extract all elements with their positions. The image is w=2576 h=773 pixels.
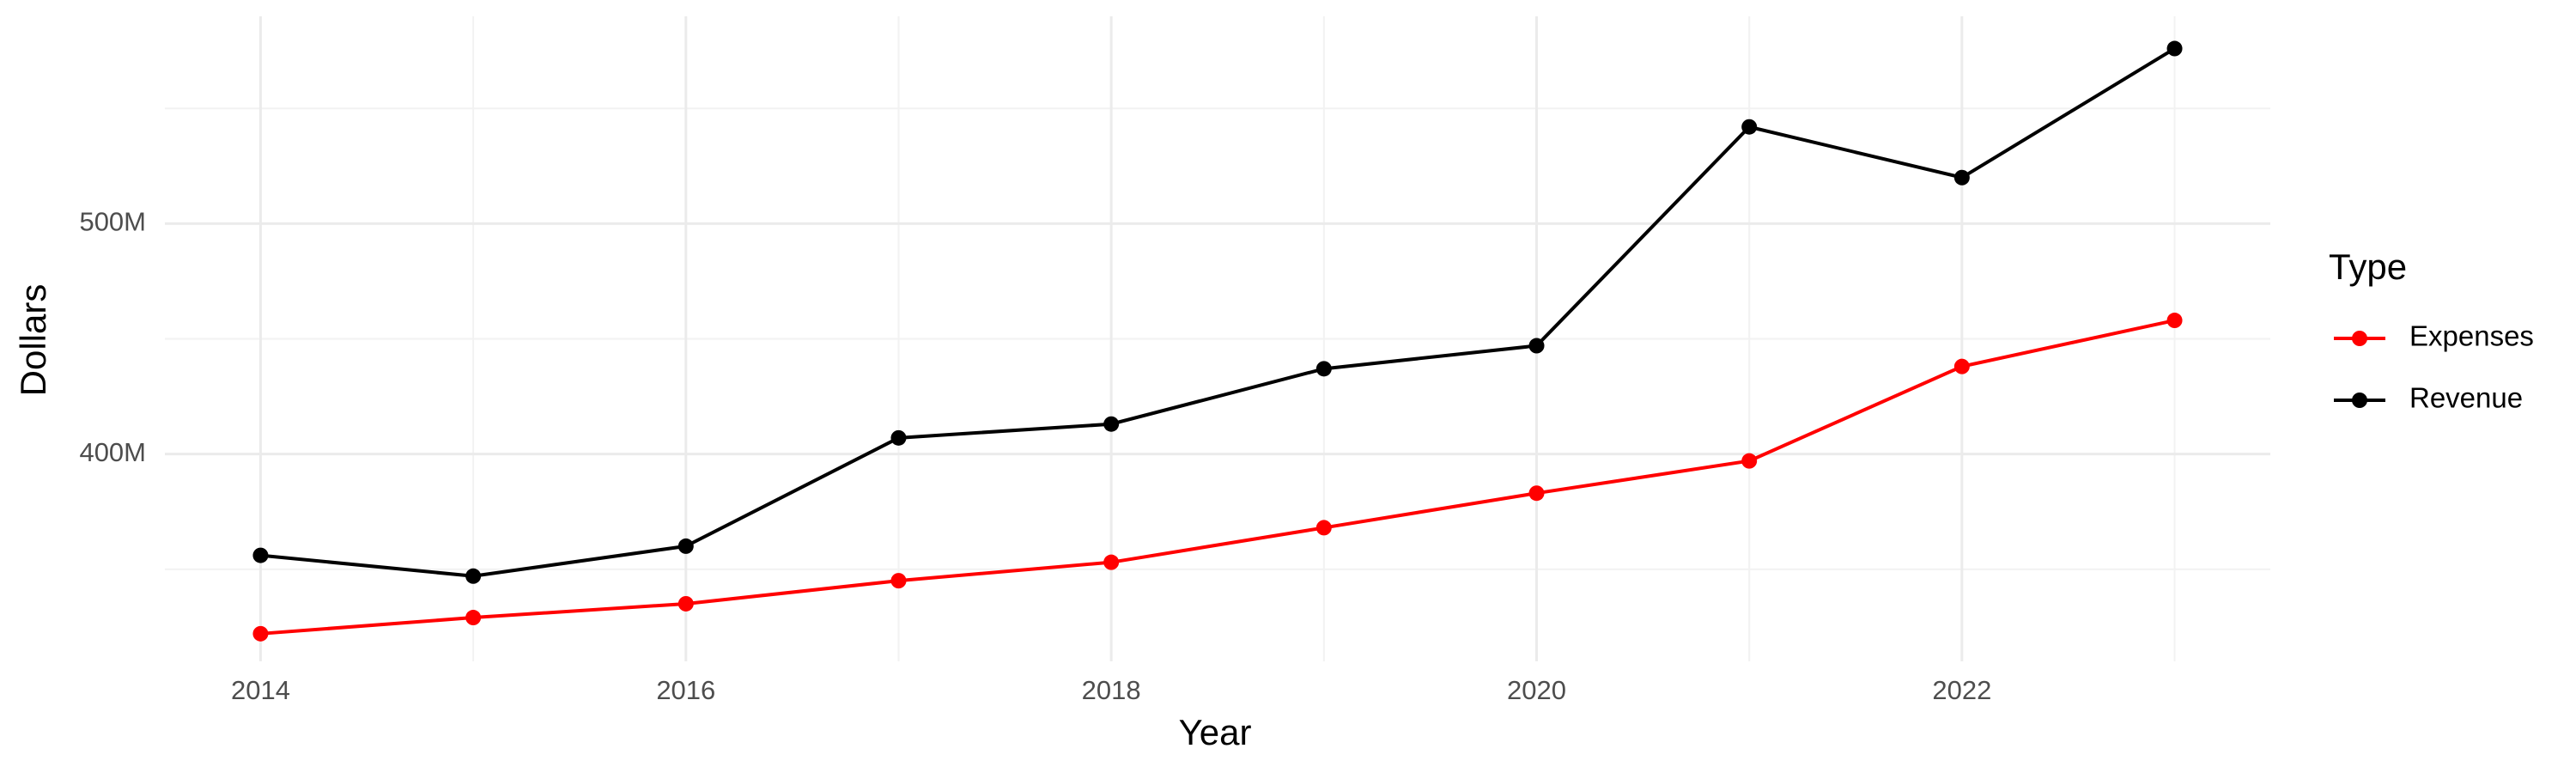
data-point [1528, 338, 1545, 354]
series-line [260, 46, 2176, 578]
data-point [1953, 169, 1970, 186]
y-axis-title: Dollars [13, 284, 53, 397]
y-tick-label: 500M [79, 207, 146, 237]
data-point [890, 573, 907, 589]
legend-label: Expenses [2409, 320, 2534, 352]
x-tick-label: 2022 [1932, 675, 1991, 705]
plot-area [252, 40, 2183, 642]
data-point [2166, 40, 2183, 57]
data-point [1741, 119, 1758, 135]
data-point [677, 595, 694, 612]
x-tick-label: 2020 [1507, 675, 1566, 705]
x-tick-label: 2014 [231, 675, 290, 705]
legend-title: Type [2329, 247, 2407, 287]
data-point [1315, 520, 1332, 536]
legend-marker [2352, 393, 2367, 408]
data-point [677, 538, 694, 554]
data-point [252, 547, 269, 563]
data-point [1741, 453, 1758, 469]
data-point [1953, 358, 1970, 374]
legend-label: Revenue [2409, 382, 2523, 414]
x-tick-label: 2016 [656, 675, 715, 705]
x-tick-label: 2018 [1082, 675, 1141, 705]
data-point [890, 429, 907, 446]
x-axis-title: Year [1179, 712, 1252, 752]
grid: 400M 500M 2014 2016 2018 2020 2022 [79, 16, 2270, 705]
data-point [465, 568, 482, 584]
legend-marker [2352, 331, 2367, 346]
series-line [260, 319, 2175, 636]
data-point [465, 610, 482, 626]
data-point [1528, 485, 1545, 502]
data-point [1315, 361, 1332, 377]
legend: Expenses Revenue [2334, 320, 2534, 414]
data-point [2166, 313, 2183, 329]
data-point [1103, 554, 1120, 570]
y-tick-label: 400M [79, 437, 146, 467]
data-point [1103, 416, 1120, 432]
data-point [252, 625, 269, 642]
